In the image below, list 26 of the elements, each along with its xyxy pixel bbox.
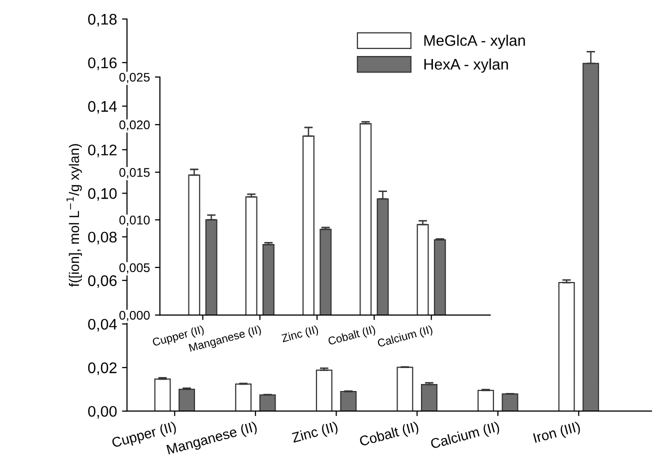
y-tick-label: 0,06: [88, 275, 117, 288]
x-tick-label: Cobalt (II): [328, 324, 376, 348]
y-tick-label: 0,12: [88, 144, 117, 158]
y-tick-label: 0,005: [119, 263, 150, 274]
y-tick-label: 0,10: [88, 188, 117, 201]
y-tick-label: 0,025: [119, 72, 150, 84]
x-tick-label: Zinc (II): [281, 324, 320, 344]
y-tick-label: 0,02: [88, 362, 117, 376]
y-axis-title: f([ion], mol L$^{−1}$/g xylan): [66, 144, 82, 287]
y-tick-label: 0,16: [88, 57, 117, 70]
x-tick-label: Calcium (II): [430, 421, 500, 452]
y-tick-label: 0,010: [119, 216, 150, 226]
y-tick-label: 0,08: [88, 232, 117, 244]
x-tick-label: Iron (III): [532, 421, 582, 446]
y-tick-label: 0,00: [88, 406, 117, 419]
y-tick-label: 0,04: [88, 318, 117, 332]
legend-label: MeGlcA - xylan: [424, 34, 525, 49]
y-tick-label: 0,18: [88, 14, 117, 27]
y-tick-label: 0,000: [119, 310, 150, 322]
x-tick-label: Cobalt (II): [358, 421, 420, 449]
x-tick-label: Calcium (II): [377, 324, 434, 350]
y-tick-label: 0,020: [119, 120, 150, 131]
y-tick-label: 0,14: [88, 101, 117, 114]
y-tick-label: 0,015: [119, 168, 150, 178]
legend-label: HexA - xylan: [424, 58, 508, 73]
x-tick-label: Zinc (II): [291, 421, 339, 446]
